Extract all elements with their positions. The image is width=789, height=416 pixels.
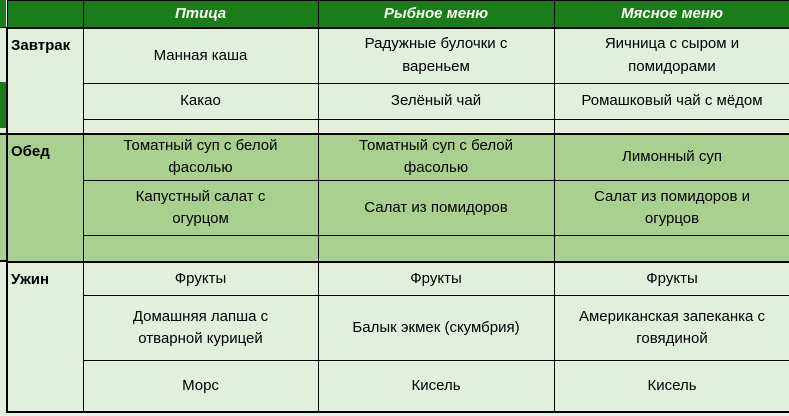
spacer-cell [82,119,319,135]
cell-dinner-poultry-drink: Морс [82,360,319,413]
cell-breakfast-meat-dish: Яичница с сыром и помидорами [553,27,789,84]
column-header-meat: Мясное меню [553,0,789,29]
spacer-cell [553,235,789,263]
cell-dinner-fish-starter: Фрукты [317,261,555,296]
spacer-cell [317,235,555,263]
lunch-spacer-row [7,235,789,263]
strip-header-segment [0,0,6,28]
column-header-poultry: Птица [82,0,319,29]
dinner-row-1: Ужин Фрукты Фрукты Фрукты [6,261,789,413]
cell-breakfast-fish-drink: Зелёный чай [317,83,555,120]
cell-dinner-poultry-main: Домашняя лапша с отварной курицей [82,295,319,361]
cell-lunch-poultry-soup: Томатный суп с белой фасолью [82,133,319,181]
strip-breakfast-segment [0,27,6,83]
breakfast-row-2: Какао Зелёный чай Ромашковый чай с мёдом [7,83,789,120]
cell-dinner-fish-drink: Кисель [317,360,555,413]
cell-lunch-poultry-salad: Капустный салат с огурцом [82,180,319,236]
cell-breakfast-fish-dish: Радужные булочки с вареньем [317,27,555,84]
cell-dinner-meat-starter: Фрукты [553,261,789,296]
cell-breakfast-poultry-dish: Манная каша [82,27,319,84]
row-label-dinner: Ужин [6,261,84,413]
corner-header-cell [6,0,84,29]
cell-lunch-meat-salad: Салат из помидоров и огурцов [553,180,789,236]
strip-dinner-segment [0,262,6,416]
cell-dinner-meat-drink: Кисель [553,360,789,413]
cell-dinner-fish-main: Балык экмек (скумбрия) [317,295,555,361]
breakfast-spacer-row [7,119,789,135]
lunch-row-2: Капустный салат с огурцом Салат из помид… [7,180,789,236]
strip-lunch-segment [0,135,6,263]
cell-breakfast-poultry-drink: Какао [82,83,319,120]
lunch-row-1: Обед Томатный суп с белой фасолью Томатн… [6,133,789,263]
breakfast-row-1: Завтрак Манная каша Радужные булочки с в… [6,27,789,135]
spacer-cell [317,119,555,135]
cell-lunch-meat-soup: Лимонный суп [553,133,789,181]
column-header-fish: Рыбное меню [317,0,555,29]
strip-dark-green-segment [0,82,6,129]
header-row: Птица Рыбное меню Мясное меню [6,0,789,29]
dinner-row-3: Морс Кисель Кисель [7,360,789,413]
cell-lunch-fish-soup: Томатный суп с белой фасолью [317,133,555,181]
cell-breakfast-meat-drink: Ромашковый чай с мёдом [553,83,789,120]
spacer-cell [82,235,319,263]
spacer-cell [553,119,789,135]
row-label-breakfast: Завтрак [6,27,84,135]
row-label-lunch: Обед [6,133,84,263]
cell-dinner-meat-main: Американская запеканка с говядиной [553,295,789,361]
cropped-left-column-strip [0,0,6,416]
cell-dinner-poultry-starter: Фрукты [82,261,319,296]
menu-table: Птица Рыбное меню Мясное меню Завтрак Ма… [6,0,789,413]
cell-lunch-fish-salad: Салат из помидоров [317,180,555,236]
dinner-row-2: Домашняя лапша с отварной курицей Балык … [7,295,789,361]
strip-spacer-segment [0,128,6,136]
